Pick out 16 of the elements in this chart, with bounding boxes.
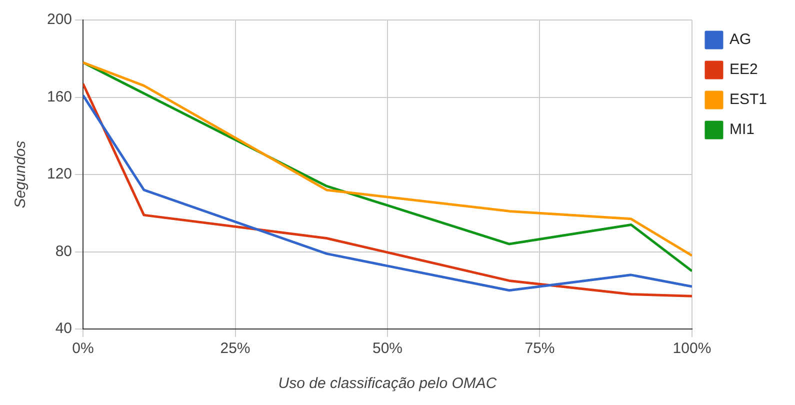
y-axis-title: Segundos <box>12 140 30 208</box>
y-tick-label: 40 <box>55 320 72 338</box>
x-tick-label: 0% <box>72 340 94 358</box>
legend-label: AG <box>729 31 752 48</box>
legend-label: EE2 <box>729 61 758 78</box>
x-tick-label: 25% <box>220 340 250 358</box>
y-tick-label: 200 <box>46 11 72 28</box>
x-axis-title: Uso de classificação pelo OMAC <box>278 375 497 392</box>
y-tick-label: 80 <box>55 242 72 260</box>
legend-label: MI1 <box>729 121 754 138</box>
legend-label: EST1 <box>729 91 767 108</box>
x-tick-label: 75% <box>524 340 555 358</box>
x-tick-label: 50% <box>372 340 403 358</box>
x-tick-label: 100% <box>672 340 712 358</box>
y-tick-label: 120 <box>46 166 72 183</box>
y-tick-label: 160 <box>46 88 72 106</box>
